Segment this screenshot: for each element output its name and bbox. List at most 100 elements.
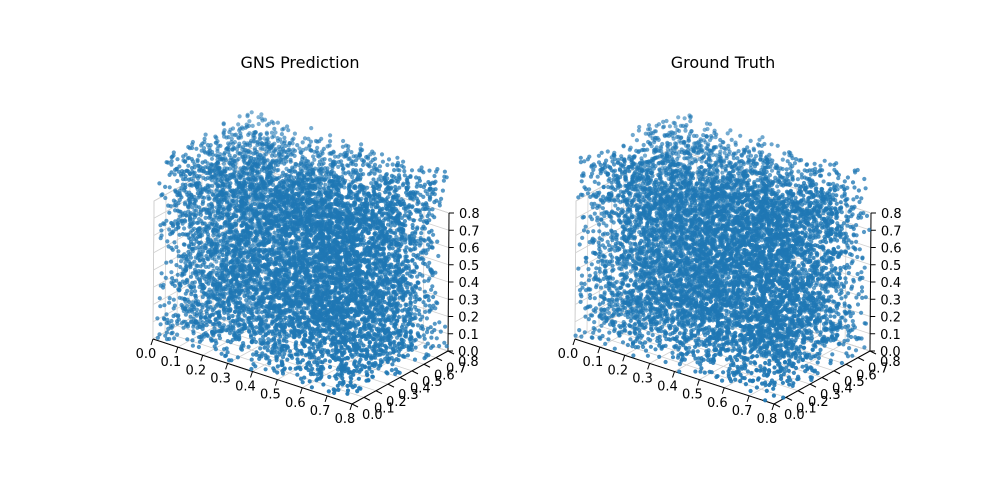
scatter-point <box>279 132 284 137</box>
scatter-point <box>300 140 305 145</box>
scatter-point <box>258 153 263 158</box>
scatter-point <box>308 139 313 144</box>
scatter-point <box>176 313 181 318</box>
scatter-point <box>208 210 214 215</box>
scatter-point <box>255 142 260 147</box>
scatter-point <box>215 184 220 189</box>
scatter-point <box>287 141 292 146</box>
scatter-point <box>205 142 210 148</box>
scatter-point <box>205 207 210 212</box>
scatter-point <box>169 170 174 175</box>
scatter-point <box>346 170 351 175</box>
scatter-point <box>221 316 227 321</box>
scatter-point <box>185 337 190 342</box>
scatter-point <box>203 159 208 164</box>
scatter-point <box>172 203 177 208</box>
scatter-point <box>231 255 236 260</box>
scatter-point <box>170 154 175 159</box>
scatter-point <box>327 143 332 148</box>
scatter-point <box>266 121 272 126</box>
scatter-point <box>279 150 284 155</box>
scatter-point <box>226 147 232 152</box>
scatter-point <box>374 166 379 171</box>
scatter-point <box>313 166 318 171</box>
scatter-point <box>354 158 359 163</box>
scatter-point <box>264 131 269 136</box>
scatter-point <box>192 267 198 272</box>
scatter-point <box>444 344 449 349</box>
scatter-point <box>318 185 323 190</box>
scatter-point <box>404 177 409 182</box>
scatter-point <box>164 260 169 265</box>
scatter-point <box>179 218 184 223</box>
scatter-point <box>182 226 187 231</box>
subplot-gns-prediction: GNS Prediction 0.00.10.20.30.40.50.60.70… <box>136 53 480 427</box>
scatter-point <box>215 160 221 165</box>
scatter-point <box>241 173 246 178</box>
scatter-point <box>340 167 346 172</box>
scatter-point <box>325 166 330 171</box>
scatter-point <box>275 233 280 238</box>
scatter-point <box>230 126 236 131</box>
scatter-point <box>193 213 198 218</box>
scatter-point <box>190 228 195 233</box>
scatter-point <box>395 167 400 172</box>
scatter-point <box>252 156 257 162</box>
scatter-point <box>215 139 220 144</box>
scatter-point <box>197 278 203 283</box>
scatter-point <box>442 340 447 345</box>
scatter-point <box>194 313 199 318</box>
scatter-point <box>283 322 288 327</box>
scatter-point <box>342 179 348 184</box>
scatter-point <box>179 259 184 264</box>
scatter-point <box>251 151 256 156</box>
scatter-point <box>358 172 364 177</box>
scatter-point <box>162 222 167 227</box>
scatter-point <box>242 166 247 171</box>
scatter-point <box>237 151 242 156</box>
scatter-point <box>275 120 280 125</box>
scatter-point <box>166 160 171 165</box>
scatter-point <box>247 119 252 124</box>
scatter-point <box>359 142 364 147</box>
scatter-point <box>175 221 180 226</box>
scatter-point <box>256 249 261 254</box>
scatter-point <box>390 162 395 167</box>
scatter-point <box>175 319 180 324</box>
scatter-point <box>316 168 321 173</box>
scatter-point <box>158 236 163 241</box>
scatter-point <box>379 152 385 157</box>
scatter-point <box>187 146 192 151</box>
scatter-point <box>167 296 172 301</box>
scatter-point <box>253 162 258 167</box>
scatter-point <box>409 168 415 173</box>
scatter-point <box>270 158 275 163</box>
scatter-point <box>283 173 288 178</box>
scatter-point <box>261 165 267 170</box>
scatter-point <box>417 286 422 291</box>
scatter-point <box>346 147 351 152</box>
scatter-point <box>423 189 428 194</box>
scatter-point <box>246 132 251 137</box>
scatter-point <box>432 173 437 179</box>
scatter-point <box>199 148 204 153</box>
scatter-point <box>262 117 268 122</box>
scatter-point <box>200 272 205 277</box>
scatter-point <box>222 150 227 155</box>
scatter-point <box>257 161 262 166</box>
scatter-point <box>282 287 287 292</box>
scatter-point <box>265 187 270 192</box>
scatter-point <box>245 301 250 306</box>
scatter-point <box>163 184 168 189</box>
scatter-point <box>159 228 164 233</box>
scatter-point <box>184 213 189 218</box>
scatter-point <box>189 292 194 297</box>
scatter-point <box>353 162 358 167</box>
scatter-point <box>190 169 195 174</box>
scatter-point <box>206 196 211 201</box>
scatter-point <box>174 227 179 232</box>
scatter-point <box>437 343 442 349</box>
scatter-point <box>237 114 242 119</box>
scatter-point <box>249 110 254 115</box>
scatter-point <box>311 154 316 159</box>
